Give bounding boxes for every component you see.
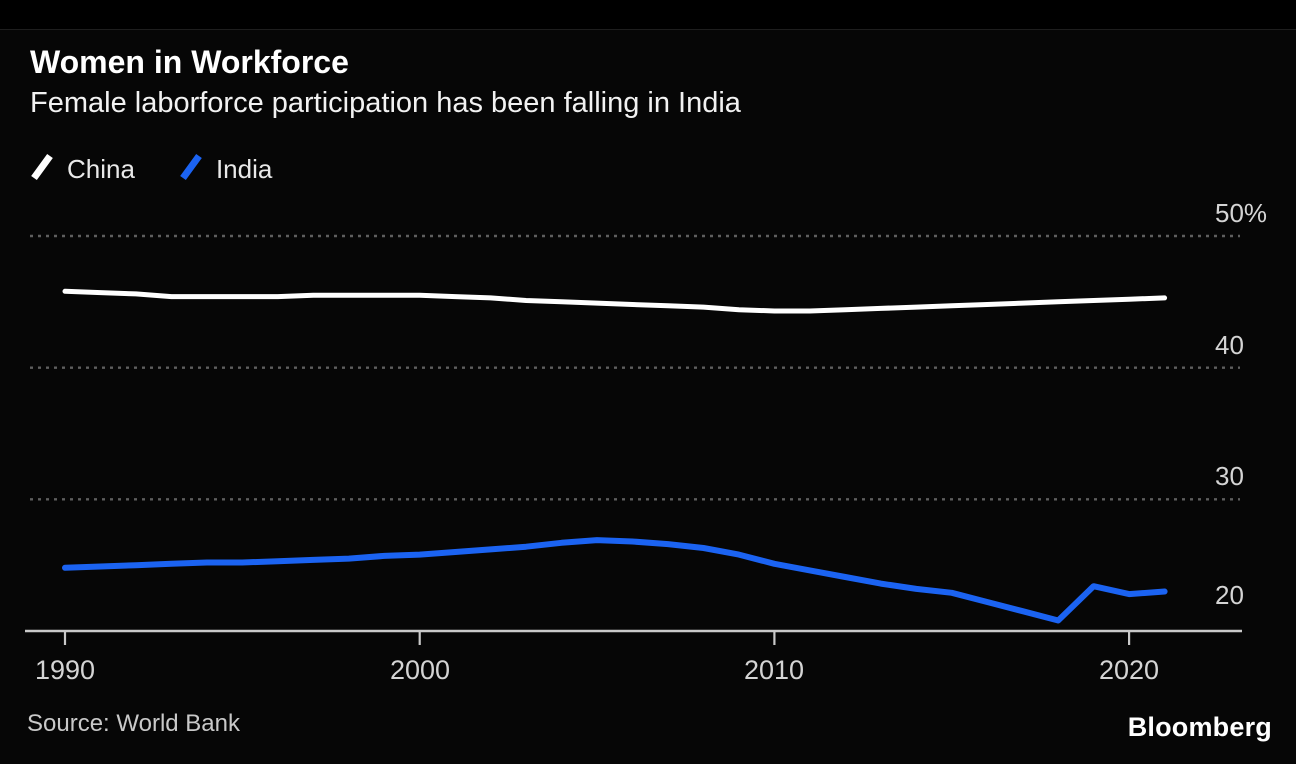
bloomberg-logo: Bloomberg [1127,712,1272,742]
india-slash-icon [179,153,203,186]
x-axis-label-2010: 2010 [743,655,805,685]
y-axis-label-40: 40 [1215,330,1244,360]
legend-label-india: India [215,153,273,184]
china-series-line [62,288,1168,314]
y-axis-label-30: 30 [1215,461,1244,491]
chart-panel [0,29,1296,764]
page-title: Women in Workforce [30,44,349,80]
x-axis-label-2000: 2000 [389,655,451,685]
x-axis-label-2020: 2020 [1098,655,1160,685]
legend: China India [30,152,272,186]
legend-item-china: China [30,153,135,186]
source-note: Source: World Bank [27,710,240,737]
legend-item-india: India [179,153,272,186]
page-subtitle: Female laborforce participation has been… [30,87,741,119]
china-slash-icon [30,153,54,186]
india-series-line [62,537,1168,624]
y-axis-label-50: 50% [1215,198,1268,228]
legend-label-china: China [67,153,135,184]
y-axis-label-20: 20 [1215,580,1244,610]
x-axis-label-1990: 1990 [34,655,96,685]
